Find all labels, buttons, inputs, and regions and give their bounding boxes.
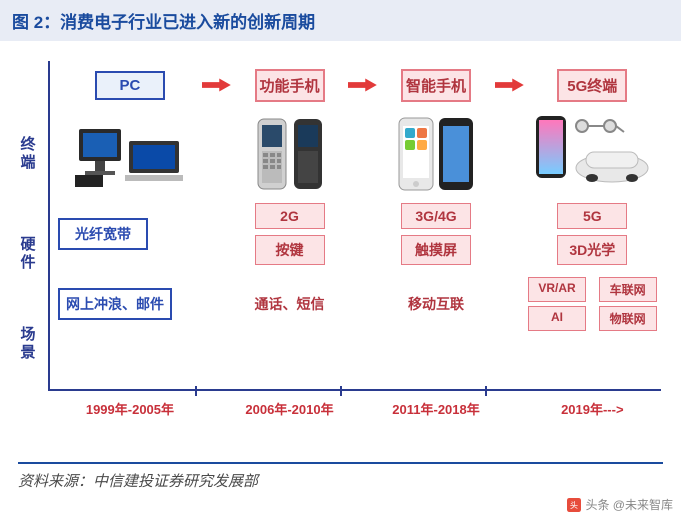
arrow-icon (495, 72, 524, 98)
era-period: 1999年-2005年 (58, 399, 202, 418)
hw-box: 5G (557, 203, 627, 229)
arrow-icon (202, 72, 231, 98)
hw-box: 按键 (255, 235, 325, 265)
hw-era0: 光纤宽带 (58, 218, 148, 250)
x-axis (48, 389, 661, 391)
device-5g (524, 109, 661, 199)
era-period: 2011年-2018年 (377, 399, 495, 418)
y-label-scene: 场景 (18, 326, 38, 362)
hw-box: 3D光学 (557, 235, 627, 265)
scene-box: VR/AR (528, 277, 586, 302)
era-header-feature: 功能手机 (255, 69, 325, 102)
hw-box: 触摸屏 (401, 235, 471, 265)
scene-box: 物联网 (599, 306, 657, 331)
hw-era1: 2G 按键 (231, 203, 349, 265)
axis-tick (485, 386, 487, 396)
watermark: 头 头条 @未来智库 (567, 496, 673, 513)
hw-era3: 5G 3D光学 (524, 203, 661, 265)
hw-box: 2G (255, 203, 325, 229)
toutiao-icon: 头 (567, 498, 581, 512)
y-label-hardware: 硬件 (18, 236, 38, 272)
era-header-smart: 智能手机 (401, 69, 471, 102)
axis-tick (195, 386, 197, 396)
scene-era0: 网上冲浪、邮件 (58, 288, 172, 320)
era-header-5g: 5G终端 (557, 69, 627, 102)
arrow-icon (348, 72, 377, 98)
device-smartphone (377, 109, 495, 199)
svg-text:头: 头 (570, 499, 578, 509)
scene-era1: 通话、短信 (247, 290, 333, 318)
scene-box: 车联网 (599, 277, 657, 302)
era-period: 2019年---> (524, 399, 661, 418)
scene-era3: VR/AR 车联网 AI 物联网 (524, 277, 661, 331)
source-text: 资料来源：中信建投证券研究发展部 (18, 462, 663, 491)
era-periods: 1999年-2005年 2006年-2010年 2011年-2018年 2019… (58, 399, 661, 418)
hw-box: 3G/4G (401, 203, 471, 229)
era-header-pc: PC (95, 71, 165, 100)
device-pc (58, 109, 202, 199)
figure-title: 图 2：消费电子行业已进入新的创新周期 (0, 0, 681, 41)
content-grid: PC 功能手机 智能手机 5G终端 (58, 61, 661, 386)
scene-era2: 移动互联 (400, 290, 472, 318)
axis-tick (340, 386, 342, 396)
watermark-text: 头条 @未来智库 (585, 496, 673, 513)
era-period: 2006年-2010年 (231, 399, 349, 418)
y-axis (48, 61, 50, 391)
chart-area: 终端 硬件 场景 PC 功能手机 智能手机 5G终端 (0, 41, 681, 456)
y-label-terminal: 终端 (18, 136, 38, 172)
hw-era2: 3G/4G 触摸屏 (377, 203, 495, 265)
scene-box: AI (528, 306, 586, 331)
device-feature-phone (231, 109, 349, 199)
